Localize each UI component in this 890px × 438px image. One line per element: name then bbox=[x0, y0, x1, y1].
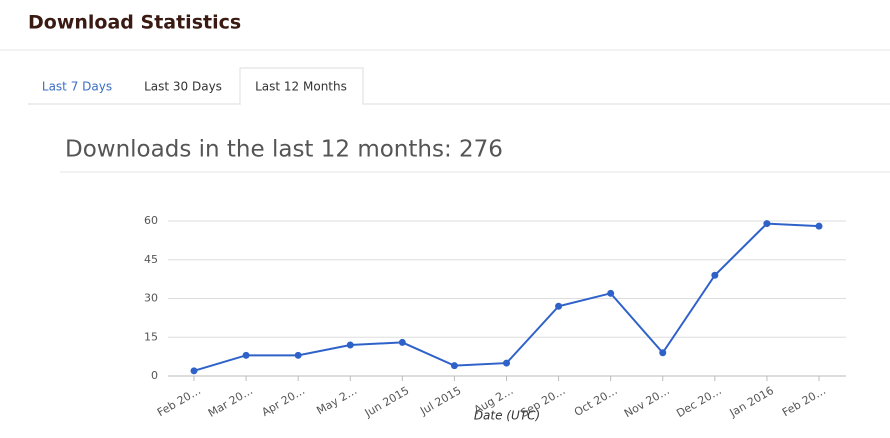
data-point bbox=[555, 302, 563, 310]
tab[interactable]: Last 12 Months bbox=[255, 80, 347, 94]
x-tick-label: Feb 20… bbox=[780, 384, 828, 419]
data-point bbox=[190, 367, 198, 375]
active-tab bbox=[239, 67, 364, 104]
chart-title: Downloads in the last 12 months: 276 bbox=[65, 137, 503, 163]
x-tick-label: May 2… bbox=[314, 384, 359, 417]
data-point bbox=[607, 289, 615, 297]
x-tick-label: Apr 20… bbox=[260, 384, 308, 419]
y-tick-label: 30 bbox=[144, 292, 158, 305]
data-line bbox=[193, 222, 820, 372]
y-tick-label: 45 bbox=[144, 253, 158, 266]
tab[interactable]: Last 30 Days bbox=[144, 80, 222, 94]
x-tick-label: Sep 20… bbox=[518, 384, 567, 420]
x-tick-label: Feb 20… bbox=[155, 384, 203, 419]
data-point bbox=[346, 341, 354, 349]
data-point bbox=[711, 271, 719, 279]
page-title: Download Statistics bbox=[28, 12, 241, 34]
x-tick-label: Jan 2016 bbox=[727, 384, 776, 420]
y-tick-label: 60 bbox=[144, 214, 158, 227]
x-axis-title: Date (UTC) bbox=[474, 409, 540, 423]
tab[interactable]: Last 7 Days bbox=[42, 80, 112, 94]
data-point bbox=[815, 222, 823, 230]
y-tick-label: 0 bbox=[151, 369, 158, 382]
data-point bbox=[242, 351, 250, 359]
data-point bbox=[763, 220, 771, 228]
data-point bbox=[450, 362, 458, 370]
x-tick-label: Jul 2015 bbox=[417, 384, 463, 418]
x-tick-label: Mar 20… bbox=[206, 384, 255, 420]
x-tick-label: Dec 20… bbox=[674, 384, 724, 420]
x-tick-label: Oct 20… bbox=[572, 384, 620, 419]
x-tick-label: Nov 20… bbox=[622, 384, 672, 420]
data-point bbox=[659, 349, 667, 357]
y-tick-label: 15 bbox=[144, 330, 158, 343]
x-tick-label: Jun 2015 bbox=[362, 384, 412, 420]
data-point bbox=[398, 338, 406, 346]
data-point bbox=[503, 359, 510, 367]
data-point bbox=[294, 351, 302, 359]
